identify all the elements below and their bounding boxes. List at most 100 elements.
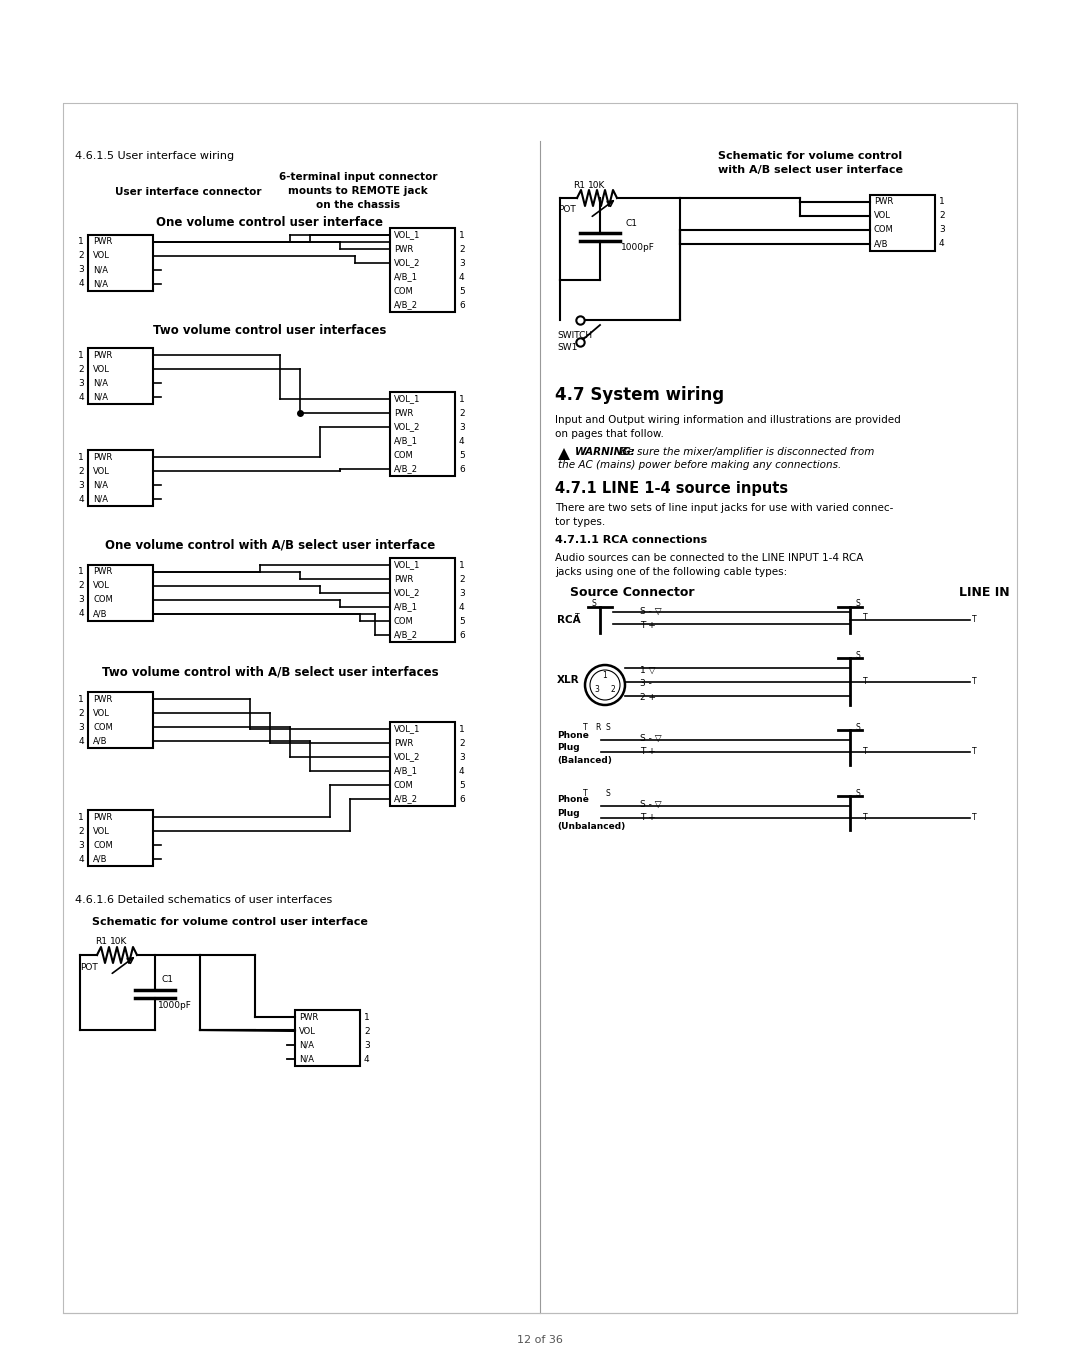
Text: 3: 3 (595, 686, 599, 694)
Text: 1: 1 (78, 567, 84, 577)
Text: A/B_1: A/B_1 (394, 767, 418, 776)
Text: SW1: SW1 (557, 342, 578, 352)
Text: 3: 3 (364, 1041, 369, 1049)
Text: 4.7.1 LINE 1-4 source inputs: 4.7.1 LINE 1-4 source inputs (555, 480, 788, 495)
Bar (63, 104, 1017, 1314)
Text: 1: 1 (459, 394, 464, 404)
Polygon shape (590, 730, 600, 765)
Text: 4: 4 (459, 767, 464, 776)
Text: on the chassis: on the chassis (316, 201, 400, 210)
Text: Source Connector: Source Connector (570, 585, 694, 599)
Text: 2: 2 (459, 408, 464, 417)
Text: A/B_1: A/B_1 (394, 273, 418, 281)
Text: 4: 4 (459, 273, 464, 281)
Text: 1: 1 (459, 561, 464, 570)
Text: VOL: VOL (93, 466, 110, 476)
Text: 2: 2 (79, 364, 84, 374)
Text: 3: 3 (459, 259, 464, 267)
Text: PWR: PWR (874, 198, 893, 206)
Text: 1: 1 (364, 1012, 369, 1022)
Text: PWR: PWR (299, 1012, 319, 1022)
Text: A/B: A/B (93, 854, 108, 863)
Bar (390, 228, 455, 312)
Text: 1 ▽: 1 ▽ (640, 666, 656, 675)
Text: Schematic for volume control user interface: Schematic for volume control user interf… (92, 917, 368, 928)
Text: T: T (583, 790, 588, 798)
Text: 4: 4 (79, 737, 84, 746)
Text: 4.7.1.1 RCA connections: 4.7.1.1 RCA connections (555, 535, 707, 546)
Text: (Unbalanced): (Unbalanced) (557, 821, 625, 831)
Text: S: S (591, 600, 596, 608)
Text: 1: 1 (939, 198, 945, 206)
Text: There are two sets of line input jacks for use with varied connec-: There are two sets of line input jacks f… (555, 503, 893, 513)
Text: 4: 4 (79, 854, 84, 863)
Text: T: T (863, 614, 867, 622)
Text: VOL_1: VOL_1 (394, 231, 420, 240)
Text: COM: COM (93, 723, 112, 731)
Text: VOL: VOL (874, 211, 891, 221)
Text: 4: 4 (364, 1054, 369, 1064)
Text: 10K: 10K (588, 180, 606, 190)
Text: tor types.: tor types. (555, 517, 605, 527)
Text: PWR: PWR (394, 574, 414, 584)
Text: COM: COM (394, 286, 414, 296)
Text: jacks using one of the following cable types:: jacks using one of the following cable t… (555, 567, 787, 577)
Text: PWR: PWR (394, 244, 414, 254)
Text: Plug: Plug (557, 809, 580, 817)
Bar (295, 1009, 360, 1067)
Text: R: R (595, 723, 600, 732)
Text: PWR: PWR (93, 567, 112, 577)
Bar (390, 391, 455, 476)
Text: 3 -: 3 - (640, 678, 652, 687)
Bar (87, 450, 153, 506)
Text: VOL_2: VOL_2 (394, 753, 420, 761)
Text: 5: 5 (459, 286, 464, 296)
Text: N/A: N/A (93, 280, 108, 289)
Text: T: T (583, 723, 588, 732)
Text: VOL_1: VOL_1 (394, 394, 420, 404)
Text: N/A: N/A (93, 480, 108, 490)
Text: A/B_2: A/B_2 (394, 300, 418, 310)
Bar (87, 692, 153, 747)
Bar (63, 104, 1017, 140)
Text: 3: 3 (459, 588, 464, 597)
Text: 1: 1 (78, 813, 84, 821)
Text: N/A: N/A (299, 1041, 314, 1049)
Text: 4: 4 (79, 610, 84, 618)
Text: 3: 3 (78, 840, 84, 850)
Text: Phone: Phone (557, 795, 589, 805)
Text: VOL_2: VOL_2 (394, 588, 420, 597)
Text: 1: 1 (459, 724, 464, 734)
Text: VOL: VOL (93, 827, 110, 836)
Text: A/B_2: A/B_2 (394, 630, 418, 640)
Text: 10K: 10K (110, 937, 127, 947)
Text: N/A: N/A (93, 393, 108, 401)
Text: 3: 3 (939, 225, 945, 235)
Text: 4.6.1.5 User interface wiring: 4.6.1.5 User interface wiring (75, 151, 234, 161)
Text: One volume control user interface: One volume control user interface (157, 216, 383, 229)
Bar (87, 235, 153, 291)
Text: A/B_2: A/B_2 (394, 465, 418, 473)
Text: POT: POT (80, 963, 98, 973)
Text: 6-terminal input connector: 6-terminal input connector (279, 172, 437, 181)
Text: 1: 1 (78, 453, 84, 461)
Text: 4.6.1.6 Detailed schematics of user interfaces: 4.6.1.6 Detailed schematics of user inte… (75, 895, 333, 904)
Text: User interface connector: User interface connector (114, 187, 261, 196)
Bar (870, 195, 935, 251)
Text: 2: 2 (939, 211, 945, 221)
Text: T: T (972, 615, 976, 625)
Text: N/A: N/A (93, 495, 108, 503)
Text: 4: 4 (939, 240, 945, 248)
Text: PWR: PWR (93, 237, 112, 247)
Text: XLR: XLR (557, 675, 580, 685)
Text: PWR: PWR (394, 738, 414, 747)
Text: 3: 3 (78, 596, 84, 604)
Text: VOL: VOL (93, 251, 110, 261)
Polygon shape (558, 447, 570, 460)
Text: 2: 2 (459, 574, 464, 584)
Text: Audio sources can be connected to the LINE INPUT 1-4 RCA: Audio sources can be connected to the LI… (555, 552, 863, 563)
Text: !: ! (563, 453, 566, 461)
Text: VOL_1: VOL_1 (394, 561, 420, 570)
Text: T: T (972, 813, 976, 822)
Text: 2 +: 2 + (640, 693, 656, 701)
